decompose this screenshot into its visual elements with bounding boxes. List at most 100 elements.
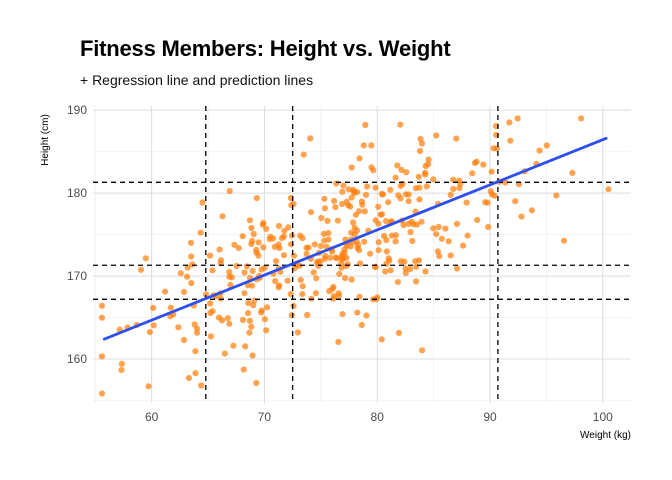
data-point [375, 247, 382, 254]
data-point [536, 147, 543, 154]
data-point [305, 244, 312, 251]
data-point [407, 265, 414, 273]
data-point [578, 115, 585, 122]
data-point [250, 302, 257, 309]
data-point [307, 209, 315, 216]
data-point [364, 183, 371, 190]
data-point [259, 221, 266, 228]
data-point [339, 200, 346, 208]
x-tick-label: 100 [593, 410, 613, 424]
data-point [383, 218, 390, 225]
data-point [412, 258, 419, 265]
y-tick-label: 180 [67, 186, 87, 200]
data-point [241, 269, 248, 276]
data-point [299, 235, 306, 242]
data-point [409, 237, 416, 245]
data-point [145, 383, 152, 390]
grid-minor [93, 106, 631, 403]
data-point [456, 185, 463, 192]
data-point [263, 327, 270, 334]
data-point [221, 350, 228, 357]
data-point [343, 198, 350, 205]
data-point [311, 241, 318, 248]
data-point [341, 249, 348, 256]
data-point [312, 290, 319, 297]
data-point [207, 300, 214, 307]
data-point [447, 191, 454, 198]
data-point [381, 232, 388, 240]
data-point [207, 333, 214, 340]
data-point [370, 167, 377, 174]
data-point [246, 329, 253, 336]
data-point [560, 237, 568, 244]
data-point [354, 309, 361, 316]
data-point [340, 182, 347, 189]
data-point [192, 370, 199, 377]
data-point [321, 195, 328, 202]
data-point [433, 132, 440, 139]
data-point [398, 166, 405, 173]
data-point [348, 229, 355, 236]
data-point [474, 216, 481, 224]
scatter-points [98, 115, 612, 397]
data-point [399, 180, 406, 187]
data-point [338, 264, 345, 271]
data-point [248, 224, 255, 232]
data-point [379, 191, 386, 198]
data-point [453, 135, 460, 142]
data-point [253, 246, 260, 253]
data-point [445, 238, 452, 245]
data-point [167, 304, 174, 311]
data-point [98, 390, 106, 397]
data-point [253, 195, 260, 202]
data-point [422, 171, 429, 178]
data-point [318, 214, 325, 222]
data-point [387, 267, 394, 274]
data-point [367, 250, 374, 257]
data-point [425, 161, 432, 168]
data-point [192, 348, 199, 355]
data-point [241, 290, 248, 297]
x-tick-label: 60 [145, 410, 159, 424]
data-point [350, 219, 357, 226]
data-point [233, 262, 240, 270]
data-point [394, 279, 401, 286]
data-point [177, 270, 184, 277]
data-point [162, 288, 169, 295]
data-point [353, 227, 360, 234]
data-point [375, 220, 382, 227]
chart-title: Fitness Members: Height vs. Weight [80, 36, 451, 61]
data-point [422, 268, 429, 275]
data-point [488, 168, 495, 175]
data-point [413, 263, 420, 270]
data-point [331, 197, 338, 204]
data-point [348, 276, 355, 283]
data-point [299, 283, 306, 290]
data-point [410, 221, 417, 228]
data-point [348, 194, 355, 201]
data-point [226, 188, 233, 195]
data-point [482, 199, 489, 206]
data-point [378, 336, 385, 343]
data-point [417, 147, 424, 155]
data-point [189, 261, 196, 268]
data-point [260, 244, 267, 251]
data-point [339, 188, 346, 195]
data-point [231, 241, 238, 248]
data-point [255, 252, 262, 259]
data-point [419, 347, 426, 354]
data-point [191, 321, 198, 328]
data-point [507, 137, 514, 144]
data-point [333, 180, 340, 187]
data-point [463, 199, 470, 206]
data-point [387, 186, 394, 193]
data-point [239, 316, 246, 323]
data-point [275, 222, 283, 230]
data-point [263, 225, 270, 232]
x-tick-label: 80 [371, 410, 385, 424]
data-point [217, 295, 224, 302]
data-point [198, 382, 205, 389]
data-point [240, 366, 247, 373]
data-point [347, 203, 354, 210]
